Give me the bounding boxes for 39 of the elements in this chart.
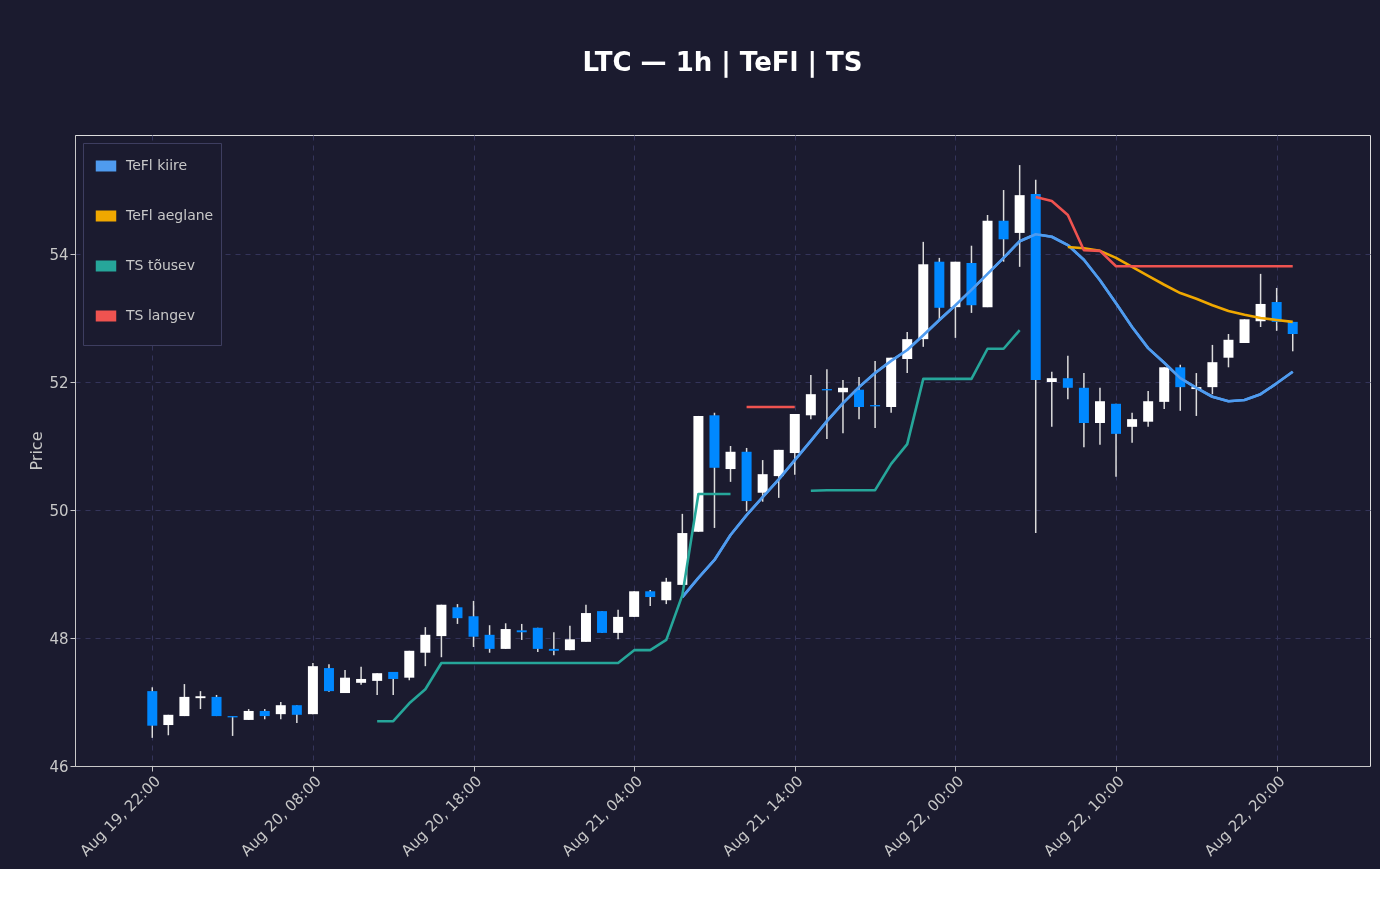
candlestick bbox=[805, 374, 816, 420]
y-tick-label: 54 bbox=[49, 245, 69, 264]
candlestick bbox=[468, 600, 479, 648]
candlestick bbox=[757, 459, 768, 503]
candlestick bbox=[420, 626, 431, 667]
candlestick bbox=[372, 672, 383, 696]
candlestick bbox=[323, 663, 334, 693]
candlestick bbox=[532, 627, 543, 653]
candlestick bbox=[661, 577, 672, 605]
candlestick bbox=[613, 609, 624, 641]
candlestick bbox=[1239, 318, 1250, 344]
candlestick bbox=[725, 445, 736, 483]
y-tick-label: 52 bbox=[49, 373, 69, 392]
candlestick bbox=[998, 189, 1009, 263]
candlestick bbox=[1062, 355, 1073, 401]
y-tick-label: 48 bbox=[49, 629, 69, 648]
candlestick bbox=[1046, 371, 1057, 428]
legend-label: TS langev bbox=[125, 307, 196, 323]
candlestick bbox=[356, 666, 367, 686]
candlestick bbox=[548, 631, 559, 657]
candlestick bbox=[500, 622, 511, 650]
candlestick bbox=[1143, 390, 1154, 428]
candlestick bbox=[854, 376, 865, 420]
legend-label: TS tõusev bbox=[125, 257, 196, 273]
y-tick-label: 46 bbox=[49, 757, 69, 776]
candlestick bbox=[597, 610, 608, 634]
candlestick bbox=[179, 683, 190, 717]
y-axis-title: Price bbox=[27, 431, 47, 471]
candlestick bbox=[1287, 321, 1298, 353]
legend-label: TeFl aeglane bbox=[125, 207, 214, 223]
candlestick bbox=[1223, 333, 1234, 369]
candlestick bbox=[452, 603, 463, 625]
candlestick bbox=[484, 624, 495, 654]
y-tick-label: 50 bbox=[49, 501, 69, 520]
candlestick bbox=[564, 625, 575, 651]
legend-label: TeFl kiire bbox=[125, 157, 188, 173]
candlestick bbox=[1094, 387, 1105, 446]
chart-title: LTC — 1h | TeFl | TS bbox=[582, 47, 863, 78]
candlestick bbox=[1127, 411, 1138, 444]
